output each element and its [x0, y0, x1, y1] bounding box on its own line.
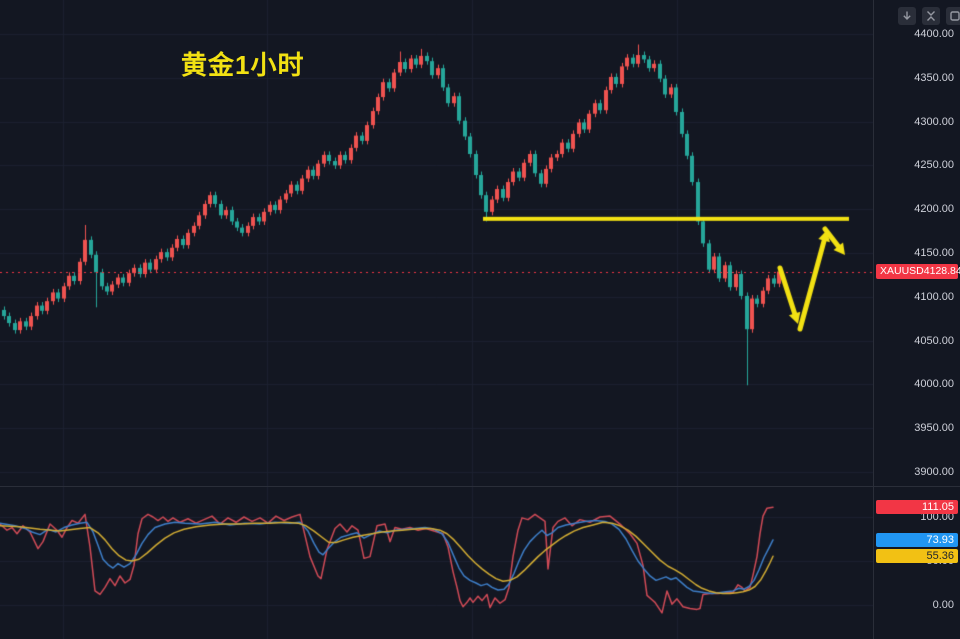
indicator-value-badge: 55.36: [876, 549, 958, 564]
pane-toolbar: [898, 7, 960, 25]
price-axis-border: [873, 0, 874, 639]
price-axis-label: 4200.00: [914, 203, 954, 216]
price-axis-label: 4250.00: [914, 159, 954, 172]
maximize-icon: [949, 10, 960, 22]
indicator-axis-label: 0.00: [932, 599, 954, 611]
last-price-label: 4128.84: [923, 265, 960, 278]
price-axis-label: 4350.00: [914, 71, 954, 84]
arrow-down-icon: [901, 10, 913, 22]
price-axis-label: 4400.00: [914, 28, 954, 40]
collapse-icon: [925, 10, 937, 22]
chart-canvas[interactable]: [0, 0, 873, 639]
price-axis-label: 4150.00: [914, 247, 954, 259]
symbol-price-badge: XAUUSD 4128.84: [876, 264, 960, 280]
collapse-pane-button[interactable]: [922, 7, 940, 25]
chart-annotation-text[interactable]: 黄金1小时: [181, 50, 305, 80]
symbol-label: XAUUSD: [880, 265, 924, 278]
price-axis-label: 4300.00: [914, 115, 954, 128]
price-axis-label: 3950.00: [914, 422, 954, 435]
price-axis-label: 4050.00: [914, 334, 954, 347]
price-axis-label: 3900.00: [914, 466, 954, 478]
indicator-value-badge: 73.93: [876, 532, 958, 547]
price-axis-label: 4000.00: [914, 378, 954, 391]
maximize-pane-button[interactable]: [946, 7, 960, 25]
move-pane-down-button[interactable]: [898, 7, 916, 25]
price-axis[interactable]: 4400.00 4350.00 4300.00 4250.00 4200.00 4150.…: [874, 0, 960, 639]
pane-separator[interactable]: [0, 486, 960, 487]
price-axis-label: 4100.00: [914, 290, 954, 303]
indicator-value-badge: 111.05: [876, 500, 958, 515]
